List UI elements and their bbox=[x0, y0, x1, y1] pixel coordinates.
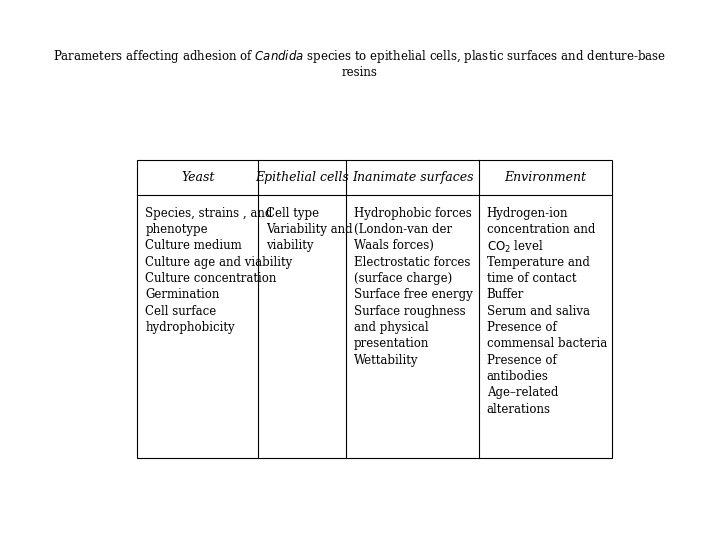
Text: presentation: presentation bbox=[354, 338, 429, 350]
Text: phenotype: phenotype bbox=[145, 223, 208, 236]
Text: Variability and: Variability and bbox=[266, 223, 353, 236]
Text: Electrostatic forces: Electrostatic forces bbox=[354, 255, 470, 268]
Text: Inanimate surfaces: Inanimate surfaces bbox=[352, 171, 473, 184]
Text: Age–related: Age–related bbox=[487, 387, 558, 400]
Text: alterations: alterations bbox=[487, 403, 551, 416]
Text: Epithelial cells: Epithelial cells bbox=[256, 171, 349, 184]
Text: Culture concentration: Culture concentration bbox=[145, 272, 276, 285]
Text: time of contact: time of contact bbox=[487, 272, 576, 285]
Text: Waals forces): Waals forces) bbox=[354, 239, 434, 252]
Text: Environment: Environment bbox=[504, 171, 586, 184]
Text: viability: viability bbox=[266, 239, 314, 252]
Text: Presence of: Presence of bbox=[487, 354, 557, 367]
Text: Temperature and: Temperature and bbox=[487, 255, 590, 268]
Text: Surface roughness: Surface roughness bbox=[354, 305, 466, 318]
Text: Presence of: Presence of bbox=[487, 321, 557, 334]
Text: Hydrophobic forces: Hydrophobic forces bbox=[354, 206, 472, 220]
Text: Buffer: Buffer bbox=[487, 288, 524, 301]
Text: Species, strains , and: Species, strains , and bbox=[145, 206, 273, 220]
Text: Parameters affecting adhesion of $\mathit{Candida}$ species to epithelial cells,: Parameters affecting adhesion of $\mathi… bbox=[53, 48, 667, 65]
Text: Cell surface: Cell surface bbox=[145, 305, 217, 318]
Text: Culture medium: Culture medium bbox=[145, 239, 242, 252]
Text: Yeast: Yeast bbox=[181, 171, 215, 184]
Text: Surface free energy: Surface free energy bbox=[354, 288, 473, 301]
Text: $\mathrm{CO_2}$ level: $\mathrm{CO_2}$ level bbox=[487, 239, 544, 255]
Text: commensal bacteria: commensal bacteria bbox=[487, 338, 607, 350]
Text: Culture age and viability: Culture age and viability bbox=[145, 255, 292, 268]
Text: Hydrogen-ion: Hydrogen-ion bbox=[487, 206, 568, 220]
Text: (London-van der: (London-van der bbox=[354, 223, 452, 236]
Text: resins: resins bbox=[342, 66, 378, 79]
Text: hydrophobicity: hydrophobicity bbox=[145, 321, 235, 334]
Text: Cell type: Cell type bbox=[266, 206, 319, 220]
Text: (surface charge): (surface charge) bbox=[354, 272, 452, 285]
Text: and physical: and physical bbox=[354, 321, 428, 334]
Text: Serum and saliva: Serum and saliva bbox=[487, 305, 590, 318]
Text: concentration and: concentration and bbox=[487, 223, 595, 236]
Text: Wettability: Wettability bbox=[354, 354, 418, 367]
Bar bbox=[138, 160, 612, 458]
Text: Germination: Germination bbox=[145, 288, 220, 301]
Text: antibodies: antibodies bbox=[487, 370, 549, 383]
